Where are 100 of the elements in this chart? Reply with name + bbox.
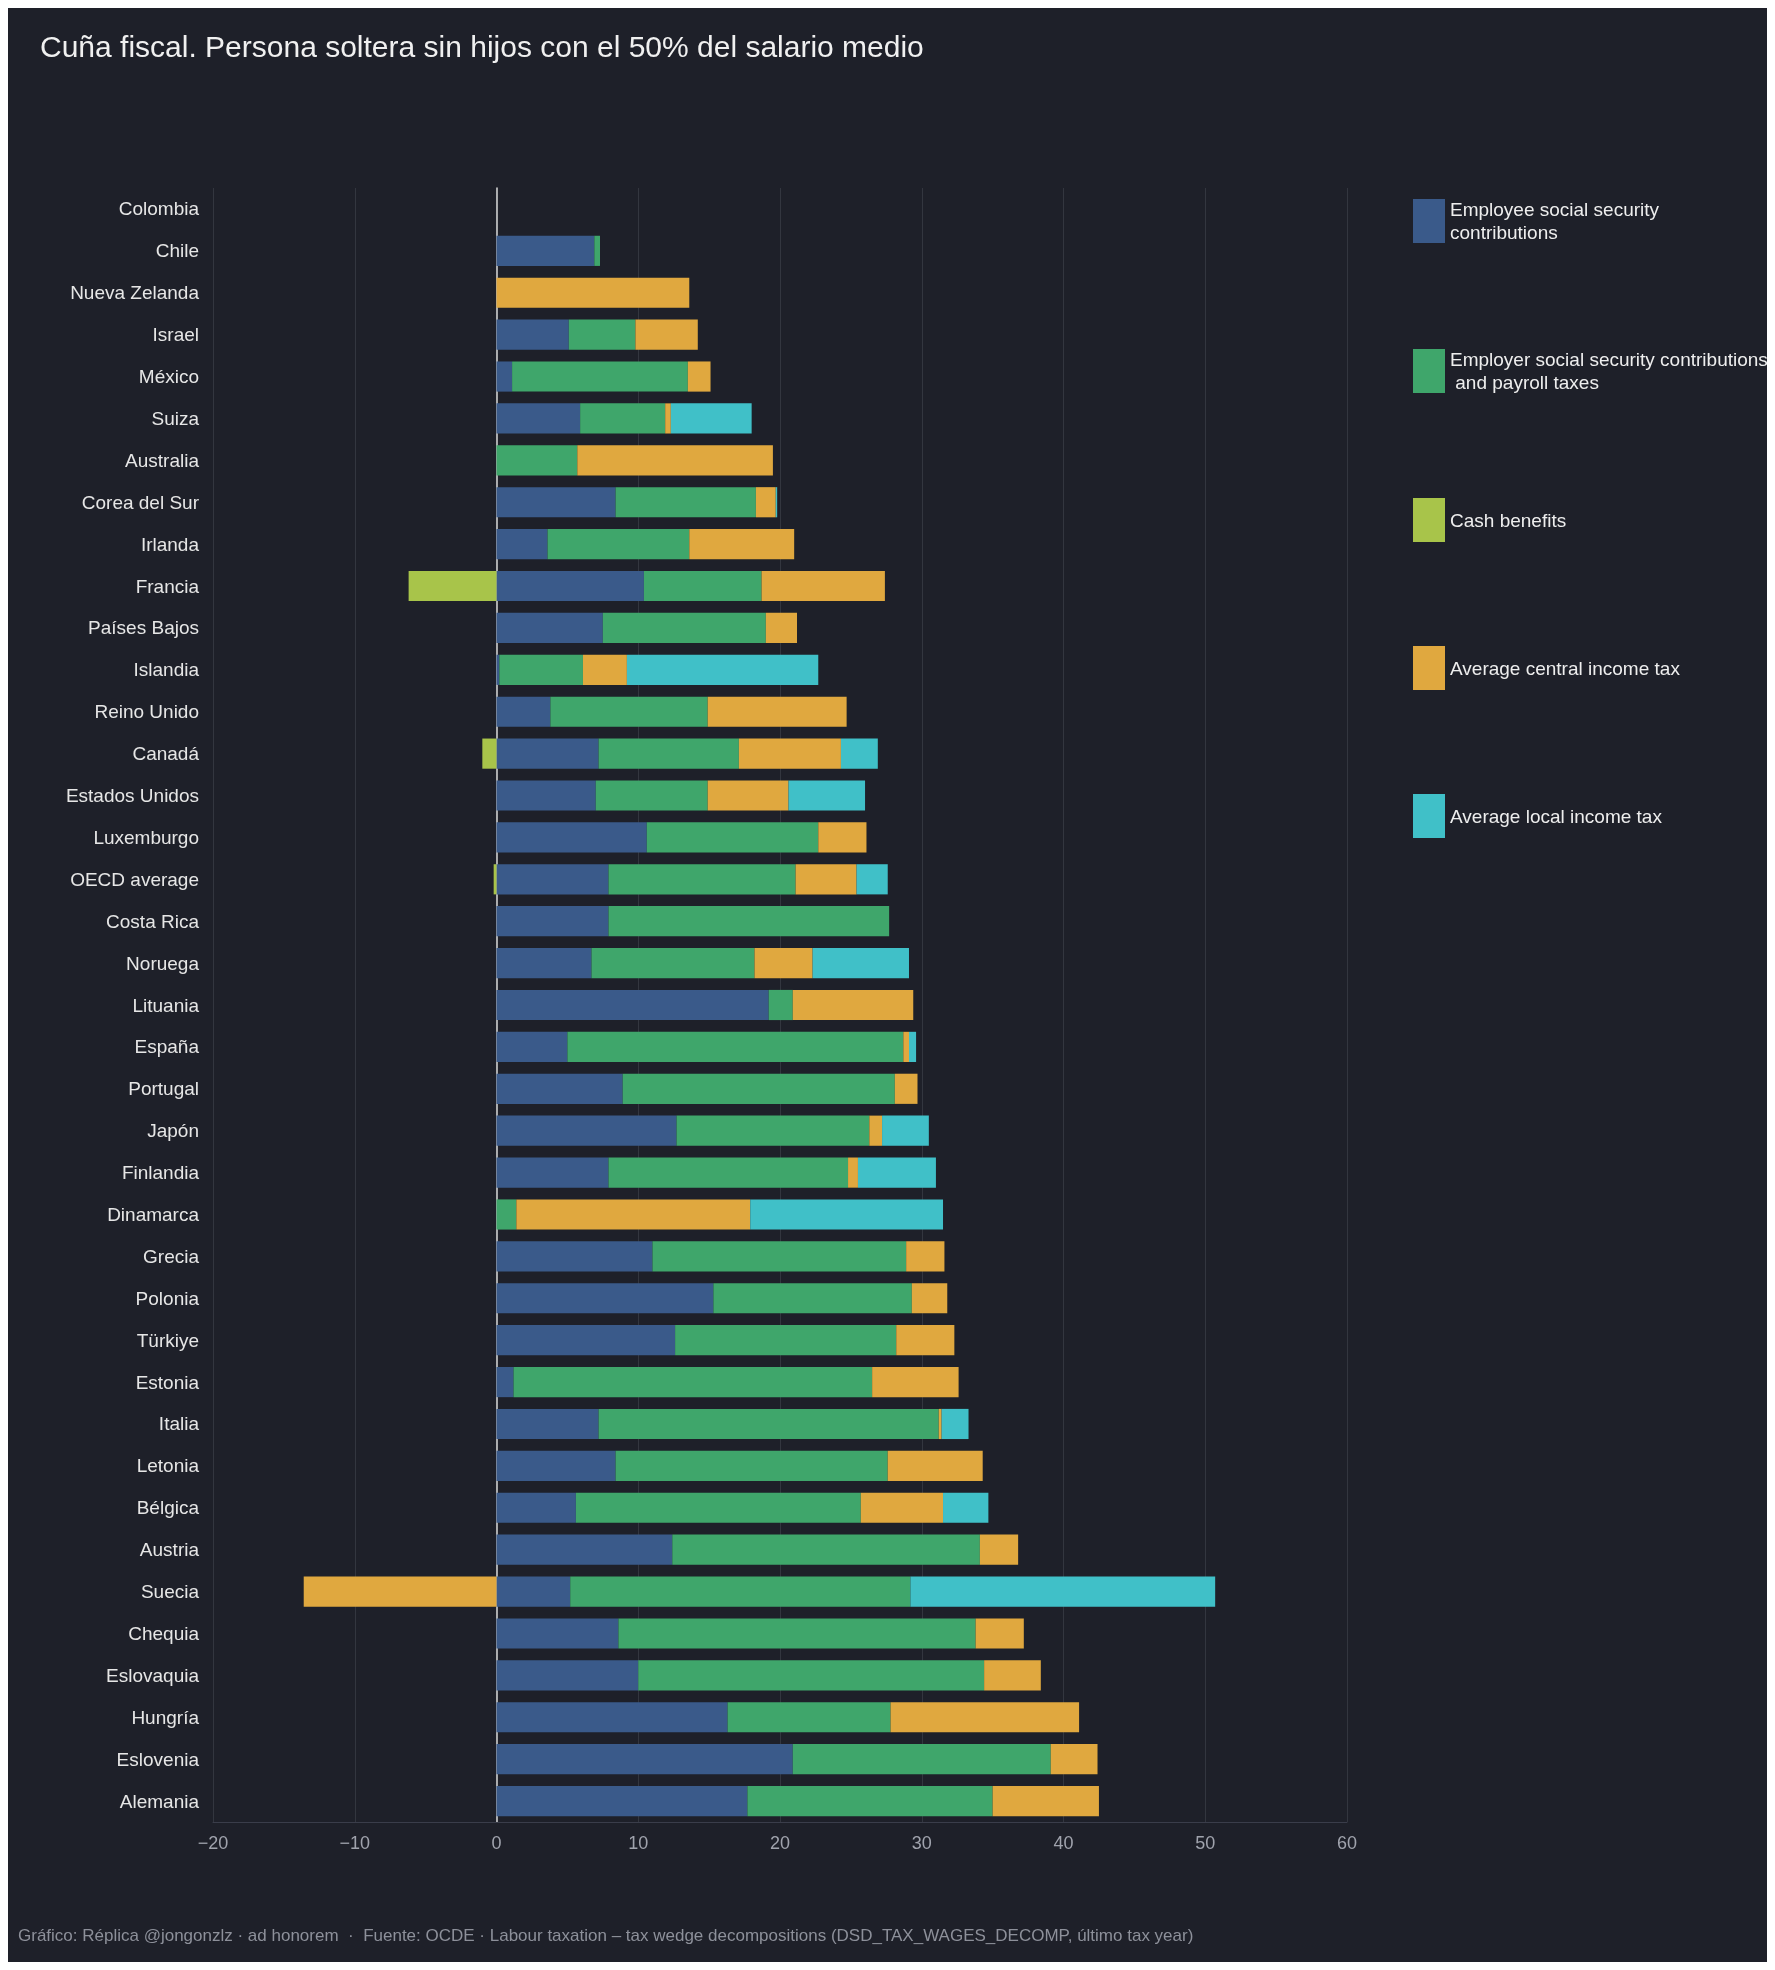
bar — [577, 445, 773, 476]
x-tick-label: −20 — [197, 1833, 229, 1853]
bar — [638, 1660, 985, 1691]
bar — [792, 1744, 1051, 1775]
bar — [856, 864, 888, 895]
bar — [943, 1492, 989, 1523]
bar — [903, 1031, 909, 1062]
bar — [496, 445, 578, 476]
y-tick-label: Austria — [139, 1539, 200, 1561]
y-tick-label: España — [134, 1036, 200, 1058]
y-tick-label: Francia — [135, 575, 200, 597]
bar — [516, 1199, 751, 1230]
bar — [496, 1073, 623, 1104]
bar — [496, 570, 644, 602]
y-tick-label: Suecia — [140, 1581, 200, 1603]
bar — [496, 696, 551, 727]
bar — [812, 948, 909, 979]
bar — [788, 780, 866, 811]
y-tick-label: Reino Unido — [94, 701, 199, 723]
y-tick-label: Türkiye — [136, 1329, 199, 1351]
legend-label: Average central income tax — [1450, 657, 1681, 679]
bar — [602, 612, 766, 644]
bar — [626, 654, 819, 685]
bar — [795, 864, 857, 895]
bar — [906, 1241, 945, 1272]
bar — [493, 864, 497, 895]
y-tick-label: Irlanda — [140, 533, 200, 555]
bar — [727, 1702, 891, 1733]
bar — [496, 235, 595, 266]
bar — [568, 319, 636, 350]
bar — [496, 1241, 653, 1272]
bar — [496, 738, 599, 769]
bar — [496, 529, 548, 560]
bar — [496, 1450, 616, 1481]
bar — [911, 1283, 948, 1314]
bar — [496, 361, 513, 392]
legend-label: Average local income tax — [1450, 805, 1663, 827]
bar — [496, 1534, 673, 1565]
bar — [547, 529, 690, 560]
bar — [872, 1366, 959, 1398]
x-tick-label: 50 — [1195, 1833, 1216, 1853]
bar — [672, 1534, 980, 1565]
bar — [512, 361, 688, 392]
bar — [643, 570, 762, 602]
y-tick-label: Finlandia — [121, 1162, 200, 1184]
bar — [618, 1618, 976, 1649]
bar — [496, 1785, 748, 1817]
bar — [496, 780, 596, 811]
x-tick-label: 30 — [911, 1833, 932, 1853]
y-tick-label: Estados Unidos — [65, 785, 199, 807]
legend-label: Employer social security contributions and payroll taxes — [1450, 349, 1768, 393]
bar — [890, 1702, 1080, 1733]
bar — [750, 1199, 944, 1230]
y-tick-label: Israel — [152, 324, 199, 346]
bar — [818, 822, 867, 853]
bar — [992, 1785, 1099, 1817]
bar — [496, 1618, 619, 1649]
bar — [896, 1325, 955, 1356]
bar — [496, 612, 603, 644]
text: Gráfico: Réplica @jongonzlz · ad honorem · Fuente: OCDE · Labour taxation – tax wedge decompositions (DSD_TAX_WAGES_DECOMP, último tax year) — [18, 1926, 1194, 1945]
bar — [496, 1283, 714, 1314]
legend-label: Cash benefits — [1450, 509, 1567, 531]
x-tick-label: −10 — [339, 1833, 371, 1853]
bar — [713, 1283, 912, 1314]
x-tick-label: 40 — [1053, 1833, 1074, 1853]
bar — [938, 1408, 942, 1440]
bar — [608, 864, 796, 895]
bar — [860, 1492, 944, 1523]
bar — [496, 1115, 677, 1146]
chart-title: Cuña fiscal. Persona soltera sin hijos con el 50% del salario medio — [40, 29, 924, 63]
y-tick-label: Chile — [155, 240, 199, 262]
bar — [496, 864, 609, 895]
bar — [496, 319, 569, 350]
bar — [496, 277, 690, 308]
y-tick-label: Estonia — [135, 1371, 200, 1393]
bar — [496, 403, 581, 434]
y-tick-label: Grecia — [143, 1245, 200, 1267]
y-tick-label: Hungría — [131, 1706, 200, 1728]
bar — [975, 1618, 1024, 1649]
bar — [496, 1366, 514, 1398]
y-tick-label: Polonia — [135, 1287, 200, 1309]
y-tick-label: Costa Rica — [106, 910, 200, 932]
bar — [608, 906, 890, 937]
bar — [496, 1702, 728, 1733]
bar — [792, 989, 914, 1021]
bar — [840, 738, 878, 769]
bar — [595, 780, 708, 811]
y-tick-label: Italia — [158, 1413, 200, 1435]
y-tick-label: Corea del Sur — [81, 491, 200, 513]
y-tick-label: Luxemburgo — [93, 826, 199, 848]
y-tick-label: Chequia — [128, 1622, 200, 1644]
y-tick-label: Eslovaquia — [106, 1664, 200, 1686]
bar — [499, 654, 583, 685]
bar — [979, 1534, 1019, 1565]
bar — [848, 1157, 858, 1188]
bar — [550, 696, 708, 727]
y-tick-label: Australia — [125, 449, 200, 471]
bar — [646, 822, 819, 853]
bar — [755, 487, 776, 518]
bar — [765, 612, 798, 644]
